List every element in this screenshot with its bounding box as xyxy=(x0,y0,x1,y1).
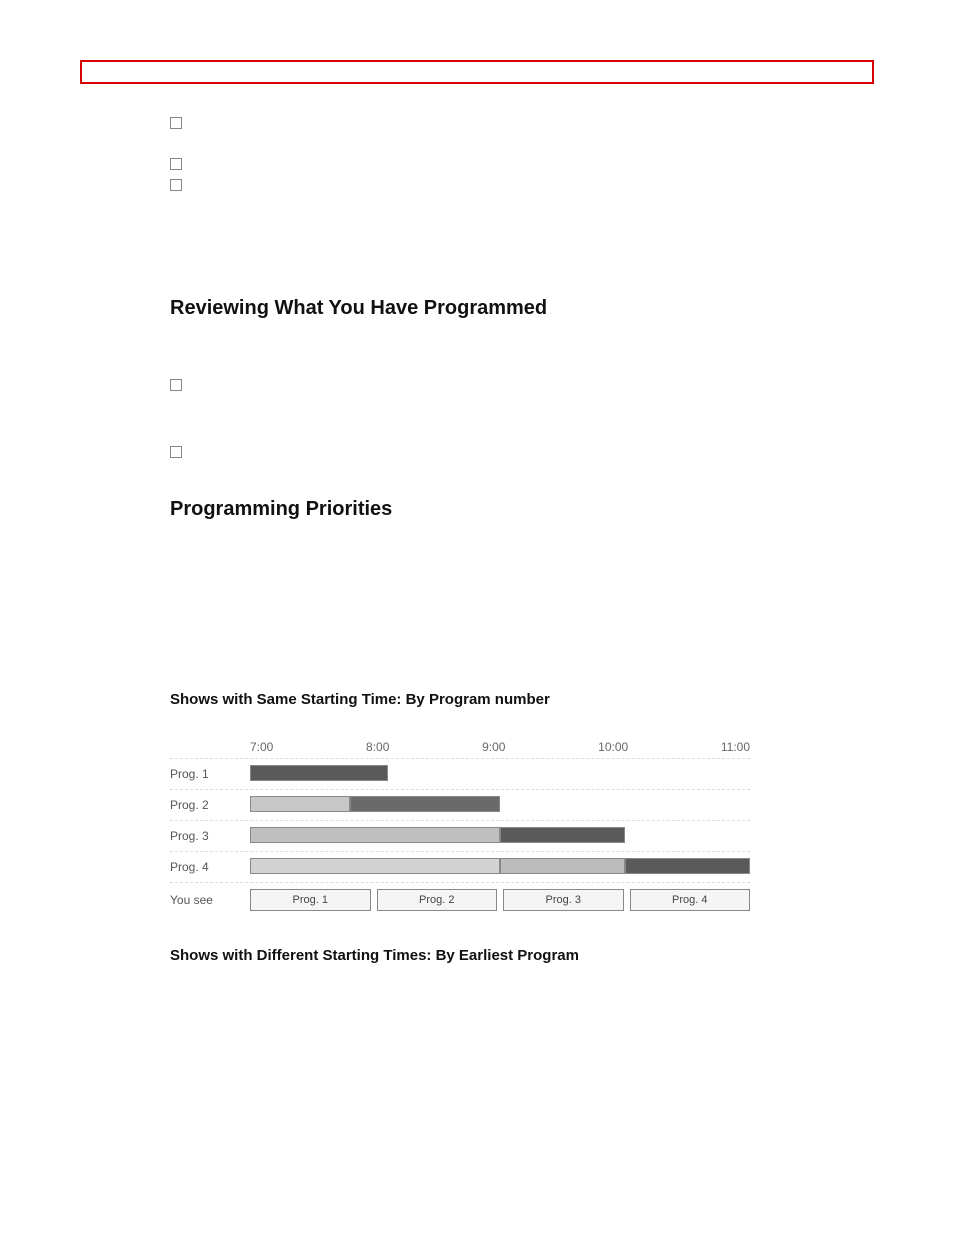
chart-time-tick: 8:00 xyxy=(366,740,389,754)
chart-row: Prog. 1 xyxy=(170,758,750,789)
bullet-item xyxy=(170,443,834,458)
bullet-item xyxy=(170,376,834,391)
you-see-cell: Prog. 2 xyxy=(377,889,498,911)
chart-row: Prog. 4 xyxy=(170,851,750,882)
bullet-box-icon xyxy=(170,117,182,129)
chart-time-axis: 7:00 8:00 9:00 10:00 11:00 xyxy=(250,736,750,758)
chart-bar xyxy=(500,827,625,843)
chart-row-label: Prog. 4 xyxy=(170,860,250,874)
bullet-box-icon xyxy=(170,446,182,458)
chart-row-label: Prog. 1 xyxy=(170,767,250,781)
chart-bar xyxy=(350,796,500,812)
chart-bar xyxy=(250,796,350,812)
chart-row-label: Prog. 2 xyxy=(170,798,250,812)
heading-priorities: Programming Priorities xyxy=(170,498,834,521)
reviewing-bullets xyxy=(170,376,834,458)
chart-bar xyxy=(250,858,500,874)
chart-bar xyxy=(500,858,625,874)
chart-track xyxy=(250,796,750,814)
chart-track xyxy=(250,827,750,845)
chart-time-tick: 11:00 xyxy=(721,740,750,754)
bullet-item xyxy=(170,155,834,170)
chart-row: Prog. 2 xyxy=(170,789,750,820)
heading-reviewing: Reviewing What You Have Programmed xyxy=(170,297,834,320)
you-see-cell: Prog. 3 xyxy=(503,889,624,911)
chart-bar xyxy=(250,765,388,781)
chart-bar xyxy=(625,858,750,874)
you-see-label: You see xyxy=(170,893,250,907)
page: Reviewing What You Have Programmed Progr… xyxy=(0,0,954,1235)
bullet-item xyxy=(170,114,834,129)
chart-time-tick: 9:00 xyxy=(482,740,505,754)
top-bullets xyxy=(170,114,834,191)
subheading-diff-start: Shows with Different Starting Times: By … xyxy=(170,947,834,964)
chart-bar xyxy=(250,827,500,843)
bullet-box-icon xyxy=(170,158,182,170)
chart-track xyxy=(250,858,750,876)
subheading-same-start: Shows with Same Starting Time: By Progra… xyxy=(170,691,834,708)
you-see-row: You see Prog. 1 Prog. 2Prog. 3 Prog. 4 xyxy=(170,882,750,917)
bullet-item xyxy=(170,176,834,191)
chart-track xyxy=(250,765,750,783)
priority-chart: 7:008:009:0010:0011:00 Prog. 1Prog. 2Pro… xyxy=(170,726,750,917)
chart-time-tick: 10:00 xyxy=(598,740,628,754)
top-red-rule xyxy=(80,60,874,84)
bullet-box-icon xyxy=(170,179,182,191)
bullet-box-icon xyxy=(170,379,182,391)
you-see-cell: Prog. 4 xyxy=(630,889,751,911)
you-see-cell: Prog. 1 xyxy=(250,889,371,911)
chart-row-label: Prog. 3 xyxy=(170,829,250,843)
content-column: Reviewing What You Have Programmed Progr… xyxy=(170,114,834,964)
chart-row: Prog. 3 xyxy=(170,820,750,851)
chart-time-tick: 7:00 xyxy=(250,740,273,754)
